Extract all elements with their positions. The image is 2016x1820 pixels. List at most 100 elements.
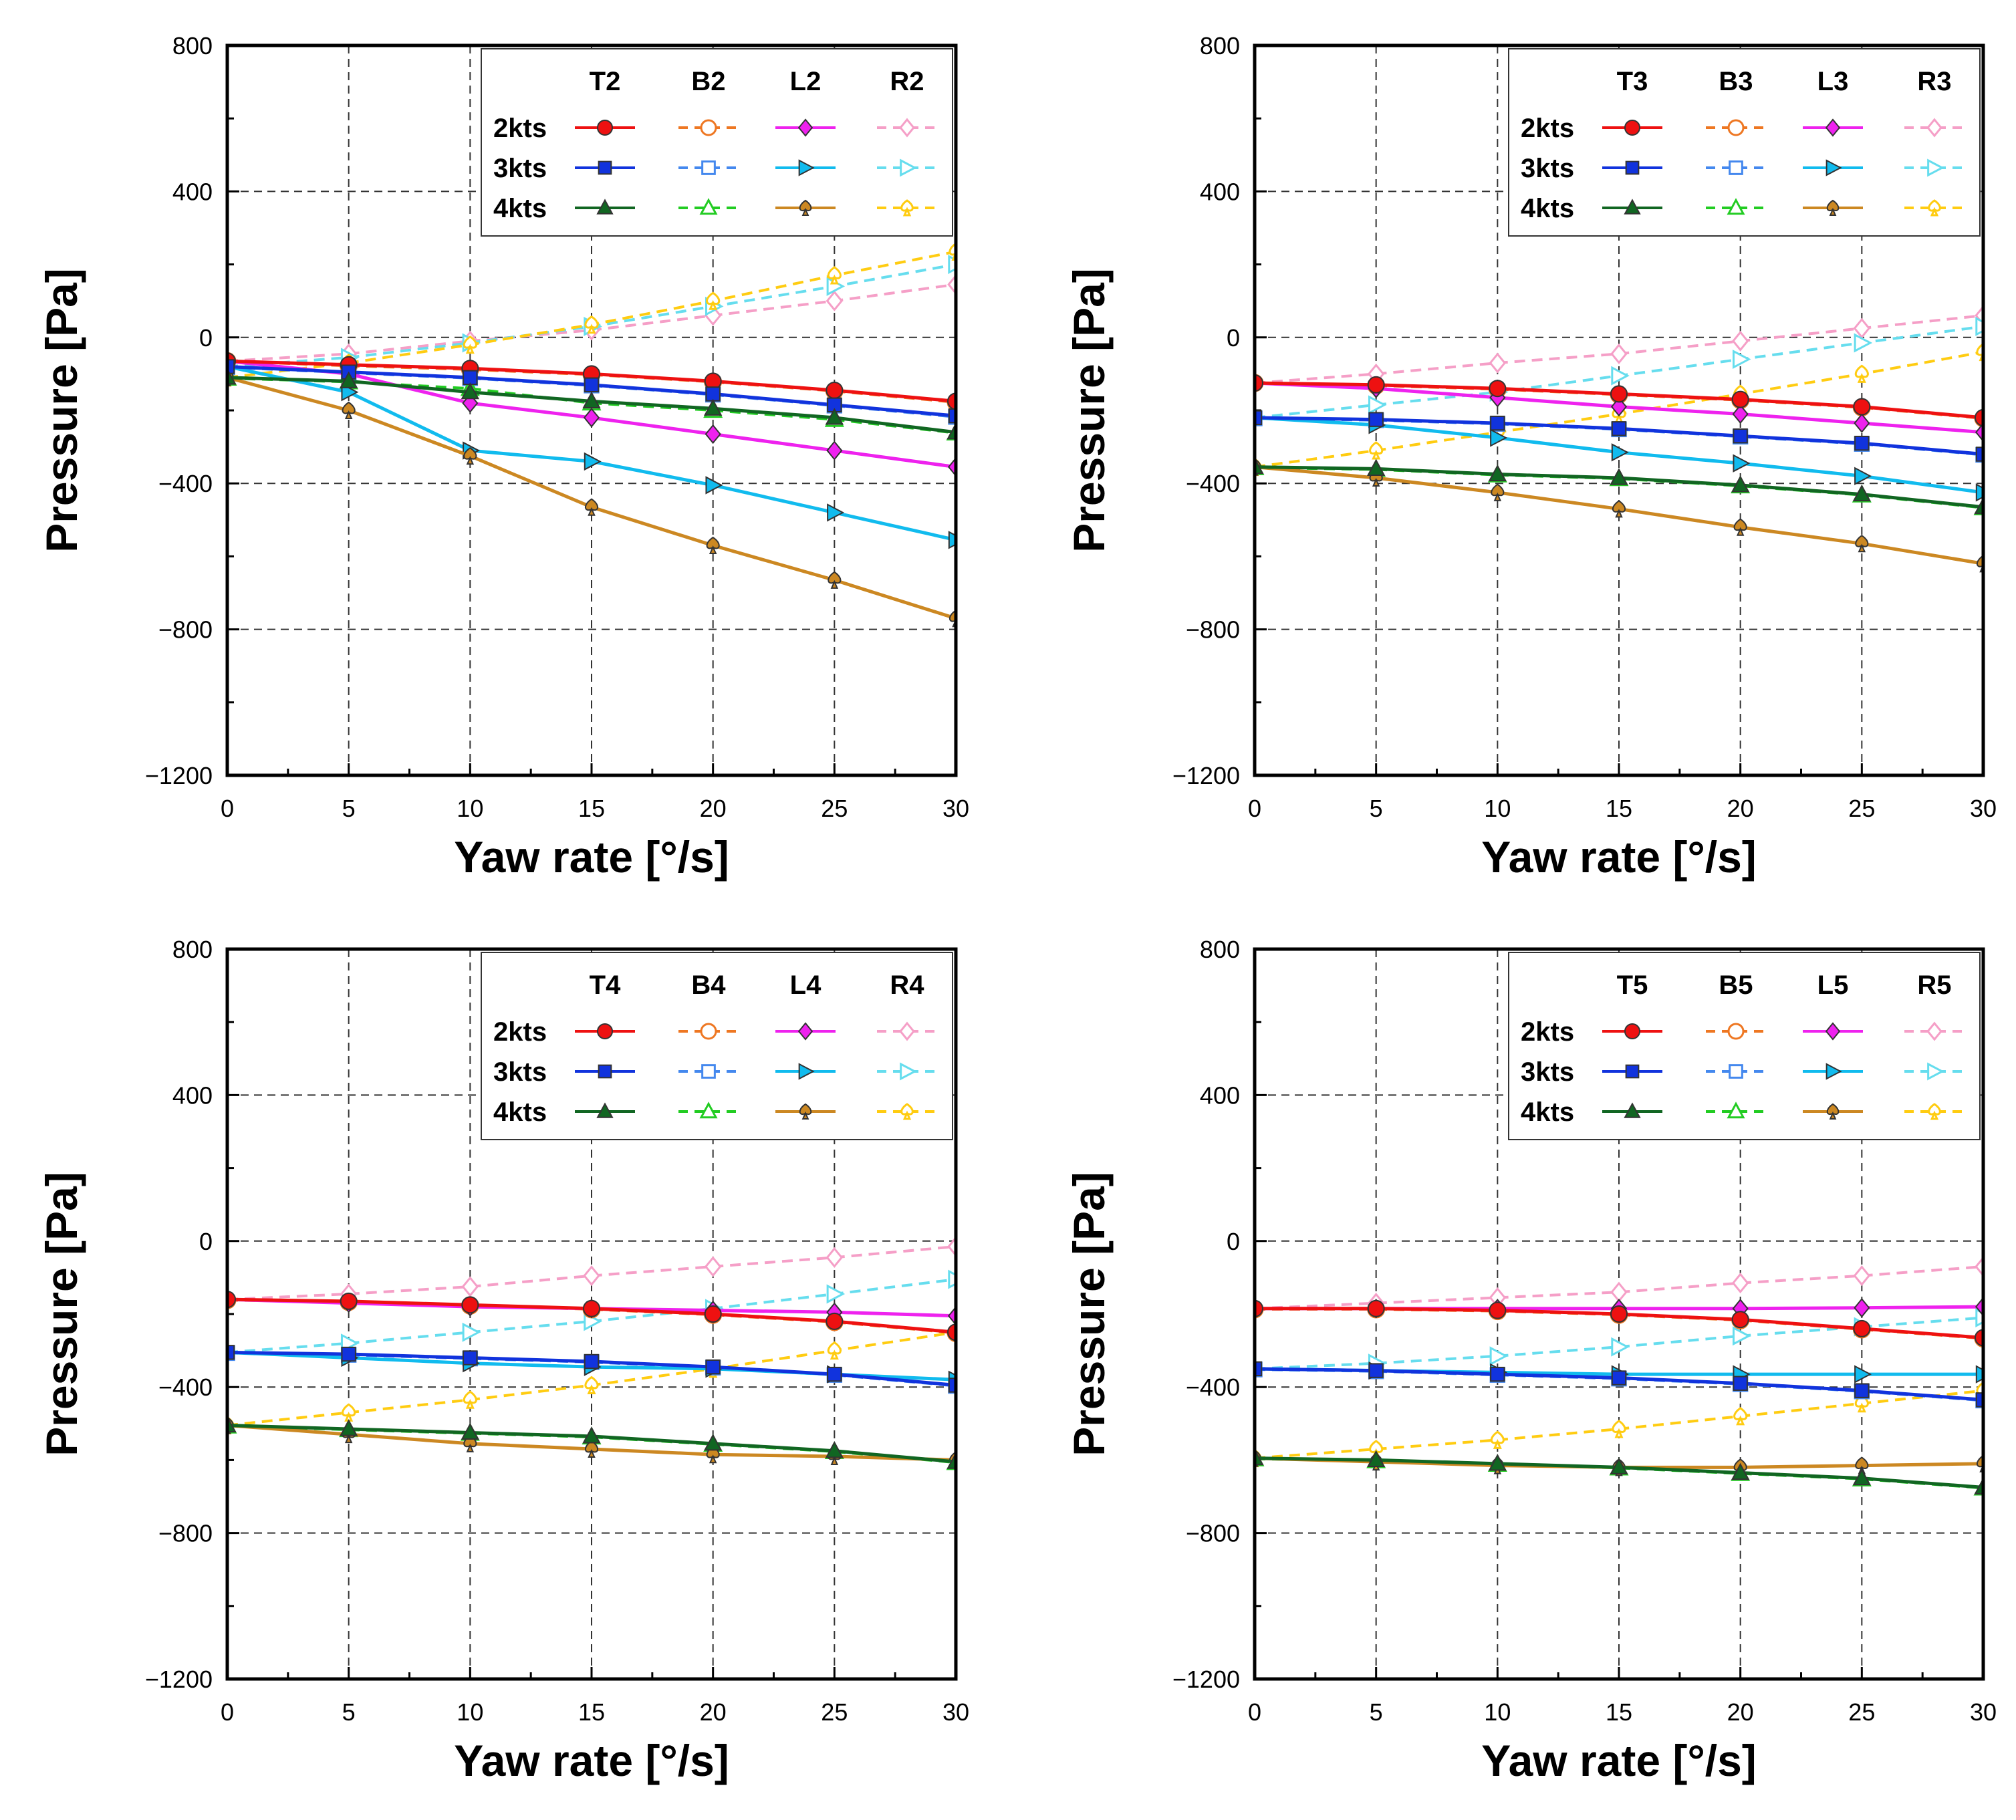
data-point	[1732, 350, 1751, 370]
legend-swatch-marker	[899, 118, 915, 138]
data-point	[1490, 1366, 1505, 1382]
data-point	[227, 1291, 236, 1309]
x-tick-label: 15	[1606, 1698, 1632, 1726]
x-tick-label: 10	[1484, 795, 1511, 822]
data-point	[1490, 428, 1508, 447]
y-tick-label: 800	[1200, 936, 1240, 963]
data-point	[1610, 1305, 1628, 1323]
x-tick-label: 10	[457, 795, 483, 822]
legend-swatch-marker	[797, 118, 813, 137]
legend-swatch-marker	[1727, 1023, 1745, 1040]
data-point	[1975, 1365, 1983, 1384]
data-point	[1489, 380, 1507, 398]
legend-swatch-marker	[798, 1063, 815, 1080]
x-tick-label: 25	[1848, 795, 1875, 822]
data-point	[1974, 1477, 1983, 1494]
data-point	[705, 424, 721, 444]
data-point	[1852, 1468, 1872, 1486]
x-tick-label: 15	[578, 1698, 605, 1726]
data-point	[703, 1434, 723, 1451]
legend-column-header: L4	[790, 970, 822, 1000]
x-tick-label: 5	[342, 795, 356, 822]
data-point	[703, 398, 723, 416]
x-axis-title: Yaw rate [°/s]	[1481, 832, 1757, 882]
data-point	[584, 1376, 599, 1394]
data-point	[1975, 1392, 1983, 1408]
x-tick-label: 5	[1370, 1698, 1383, 1726]
legend-column-header: B4	[691, 970, 726, 1000]
legend-column-header: R3	[1917, 67, 1951, 96]
data-point	[826, 290, 844, 311]
legend-row-label: 3kts	[493, 154, 547, 183]
chart-panel: 0 5 10 15 20 25 30 800 400 0 −400 −800 −1200 Yaw rate…	[1064, 936, 1997, 1785]
x-tick-label: 25	[821, 795, 848, 822]
legend-row-label: 3kts	[1521, 1057, 1574, 1087]
data-point	[1975, 422, 1983, 442]
data-point	[461, 1276, 479, 1297]
data-point	[1975, 305, 1983, 326]
y-axis-title: Pressure [Pa]	[37, 1172, 86, 1456]
chart-panel: 0 5 10 15 20 25 30 800 400 0 −400 −800 −1200 Yaw rate…	[37, 32, 969, 882]
legend-swatch-marker	[598, 160, 612, 175]
data-point	[463, 447, 477, 465]
data-point	[1854, 413, 1870, 433]
plot-frame	[1253, 947, 1985, 1681]
data-point	[1854, 364, 1869, 383]
legend-row-label: 2kts	[1521, 1017, 1574, 1047]
data-point	[947, 1236, 956, 1257]
plot-area	[1255, 305, 1983, 573]
data-point	[947, 1323, 956, 1341]
data-point	[1975, 316, 1983, 336]
data-point	[461, 1296, 479, 1314]
y-tick-label: −400	[1186, 1374, 1240, 1401]
data-point	[584, 315, 599, 334]
data-point	[1491, 483, 1505, 501]
y-tick-label: −1200	[1172, 1666, 1240, 1693]
data-point	[1366, 1450, 1386, 1467]
data-point	[1610, 1457, 1628, 1474]
legend-column-header: L2	[790, 67, 822, 96]
x-axis-title: Yaw rate [°/s]	[454, 832, 729, 882]
x-axis-title: Yaw rate [°/s]	[454, 1736, 729, 1785]
legend-swatch-marker	[1727, 198, 1745, 215]
data-point	[1610, 385, 1628, 403]
x-tick-label: 0	[221, 795, 234, 822]
legend-column-header: T2	[590, 67, 621, 96]
data-point	[1853, 317, 1871, 339]
data-point	[1853, 1319, 1871, 1337]
x-tick-label: 10	[457, 1698, 483, 1726]
data-point	[1853, 1265, 1871, 1287]
legend-column-header: B3	[1719, 67, 1753, 96]
data-point	[1490, 1430, 1505, 1449]
plot-area	[1255, 1256, 1983, 1496]
data-point	[227, 1415, 237, 1433]
x-tick-label: 15	[578, 795, 605, 822]
data-point	[582, 1426, 601, 1444]
legend-swatch-marker	[1825, 118, 1841, 137]
data-point	[1368, 395, 1387, 415]
plot-frame	[225, 43, 958, 777]
legend-swatch-marker	[899, 1021, 915, 1041]
legend-swatch-marker	[701, 160, 716, 175]
x-tick-label: 0	[221, 1698, 234, 1726]
x-tick-label: 20	[700, 795, 727, 822]
y-tick-label: −800	[1186, 616, 1240, 644]
data-point	[342, 1403, 356, 1422]
data-point	[948, 408, 956, 424]
x-tick-label: 5	[342, 1698, 356, 1726]
legend-swatch-marker	[1624, 199, 1641, 215]
y-tick-label: −400	[158, 470, 213, 497]
legend: T5 B5 L5 R5 2kts 3kts 4kts	[1508, 952, 1981, 1140]
data-point	[1611, 443, 1629, 462]
legend-row-label: 2kts	[493, 1017, 547, 1047]
legend-row-label: 4kts	[1521, 194, 1574, 223]
data-point	[947, 274, 956, 295]
data-point	[339, 1419, 358, 1436]
data-point	[585, 1440, 598, 1458]
legend-swatch-marker	[1926, 118, 1942, 138]
data-point	[706, 291, 721, 310]
data-point	[828, 571, 842, 589]
y-tick-label: −1200	[1172, 762, 1240, 789]
y-tick-label: 0	[199, 324, 213, 352]
data-point	[1611, 366, 1630, 386]
